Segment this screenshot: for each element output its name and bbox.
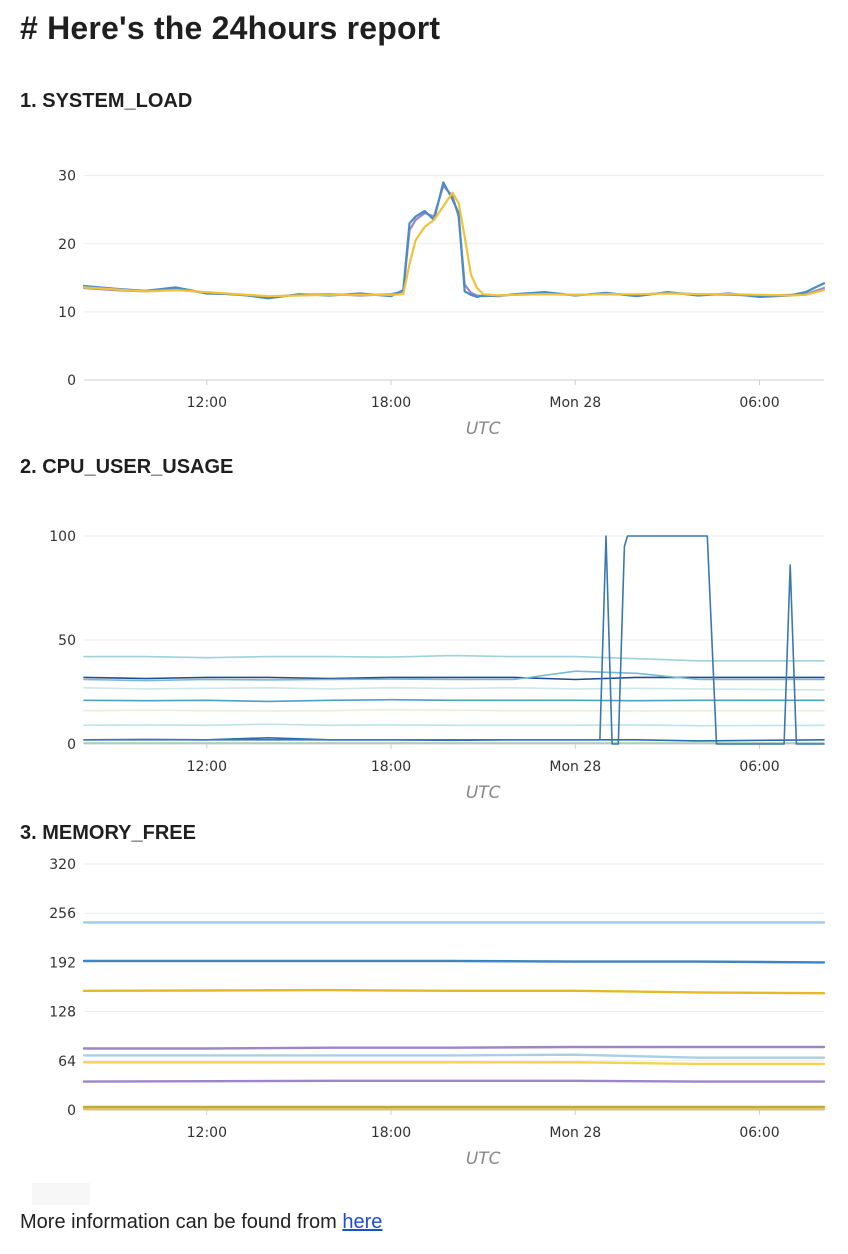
y-tick-label: 30: [58, 169, 76, 185]
series-line: [83, 535, 825, 745]
series-line: [82, 959, 826, 964]
series-line: [82, 1045, 826, 1050]
x-axis-title: UTC: [466, 419, 501, 439]
x-tick-label: Mon 28: [549, 1125, 601, 1141]
system-load-chart: 0 10 20 30 12:00 18:00 Mon 28 06:00 UTC: [58, 169, 826, 439]
series-line: [83, 723, 825, 727]
memory-free-chart: 0 64 128 192 256 320 12:00 18:00 Mon 28 06:00 UTC: [49, 857, 826, 1169]
x-tick-label: 12:00: [187, 759, 227, 775]
y-tick-label: 64: [58, 1054, 76, 1070]
x-tick-label: 06:00: [739, 395, 779, 411]
y-tick-label: 50: [58, 633, 76, 649]
series-line: [83, 676, 825, 681]
x-tick-label: Mon 28: [549, 395, 601, 411]
x-tick-label: 06:00: [739, 1125, 779, 1141]
series-line: [83, 698, 825, 703]
series-line: [83, 687, 825, 691]
series-line: [82, 191, 826, 298]
series-line: [82, 1079, 826, 1083]
x-tick-label: 18:00: [371, 395, 411, 411]
y-tick-label: 0: [67, 373, 76, 389]
x-tick-label: 12:00: [187, 395, 227, 411]
series-line: [83, 670, 825, 682]
x-tick-label: 18:00: [371, 759, 411, 775]
footer-label: More information can be found from: [20, 1211, 343, 1233]
y-tick-label: 0: [67, 737, 76, 753]
here-link[interactable]: here: [342, 1211, 383, 1233]
x-axis-title: UTC: [466, 1149, 501, 1169]
series-line: [83, 708, 825, 712]
section-title-memory-free: 3. MEMORY_FREE: [20, 822, 196, 844]
x-axis-title: UTC: [466, 783, 501, 803]
series-line: [82, 1061, 826, 1066]
cpu-user-usage-chart: 0 50 100 12:00 18:00 Mon 28 06:00 UTC: [49, 529, 825, 803]
page-title: # Here's the 24hours report: [20, 10, 441, 46]
y-tick-label: 128: [49, 1005, 76, 1021]
footer-text: More information can be found from here: [20, 1211, 382, 1234]
section-title-cpu-user-usage: 2. CPU_USER_USAGE: [20, 456, 234, 478]
section-title-system-load: 1. SYSTEM_LOAD: [20, 90, 193, 112]
x-tick-label: 18:00: [371, 1125, 411, 1141]
y-tick-label: 10: [58, 305, 76, 321]
y-tick-label: 0: [67, 1103, 76, 1119]
y-tick-label: 320: [49, 857, 76, 873]
y-tick-label: 256: [49, 906, 76, 922]
x-tick-label: 12:00: [187, 1125, 227, 1141]
series-line: [83, 654, 825, 662]
faint-placeholder: [32, 1183, 90, 1205]
series-line: [82, 988, 826, 995]
y-tick-label: 100: [49, 529, 76, 545]
x-tick-label: 06:00: [739, 759, 779, 775]
y-tick-label: 20: [58, 237, 76, 253]
x-tick-label: Mon 28: [549, 759, 601, 775]
series-line: [82, 1053, 826, 1059]
y-tick-label: 192: [49, 955, 76, 971]
